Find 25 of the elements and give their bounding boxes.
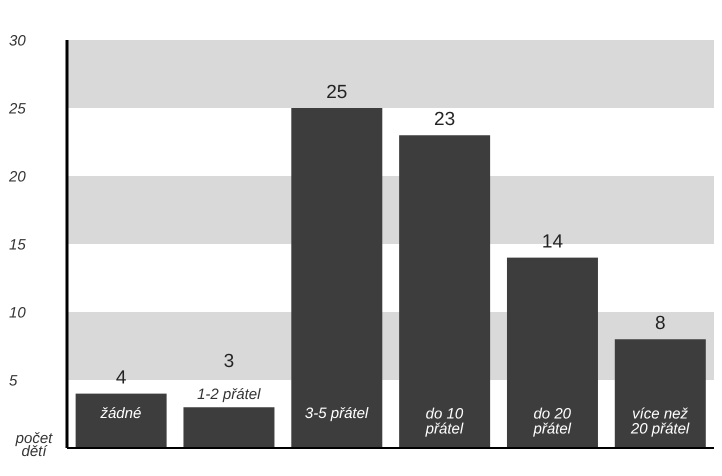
x-tick-label: do 20 přátel — [532, 406, 572, 438]
y-axis-title: počet dětí — [14, 430, 54, 460]
y-tick-label: 5 — [9, 372, 18, 390]
y-tick-label: 15 — [9, 236, 26, 254]
y-tick-label: 30 — [9, 32, 26, 50]
data-label: 8 — [655, 313, 666, 334]
data-label: 23 — [434, 109, 456, 130]
bar — [399, 135, 490, 448]
data-label: 4 — [116, 368, 127, 389]
bar — [291, 108, 382, 448]
bar — [614, 339, 706, 448]
data-label: 25 — [326, 82, 348, 103]
bar — [183, 407, 274, 448]
x-tick-label: žádné — [99, 405, 142, 422]
x-tick-label: 1-2 přátel — [197, 386, 262, 404]
x-tick-label: do 10 přátel — [424, 406, 464, 438]
x-tick-label: 3-5 přátel — [304, 405, 369, 422]
y-tick-label: 10 — [9, 304, 26, 322]
data-label: 3 — [224, 351, 234, 372]
x-tick-label: více než 20 přátel — [630, 406, 690, 438]
data-label: 14 — [542, 232, 564, 253]
y-tick-label: 25 — [8, 100, 26, 118]
bar — [76, 394, 167, 448]
bar — [506, 258, 598, 448]
y-tick-label: 20 — [8, 168, 26, 186]
